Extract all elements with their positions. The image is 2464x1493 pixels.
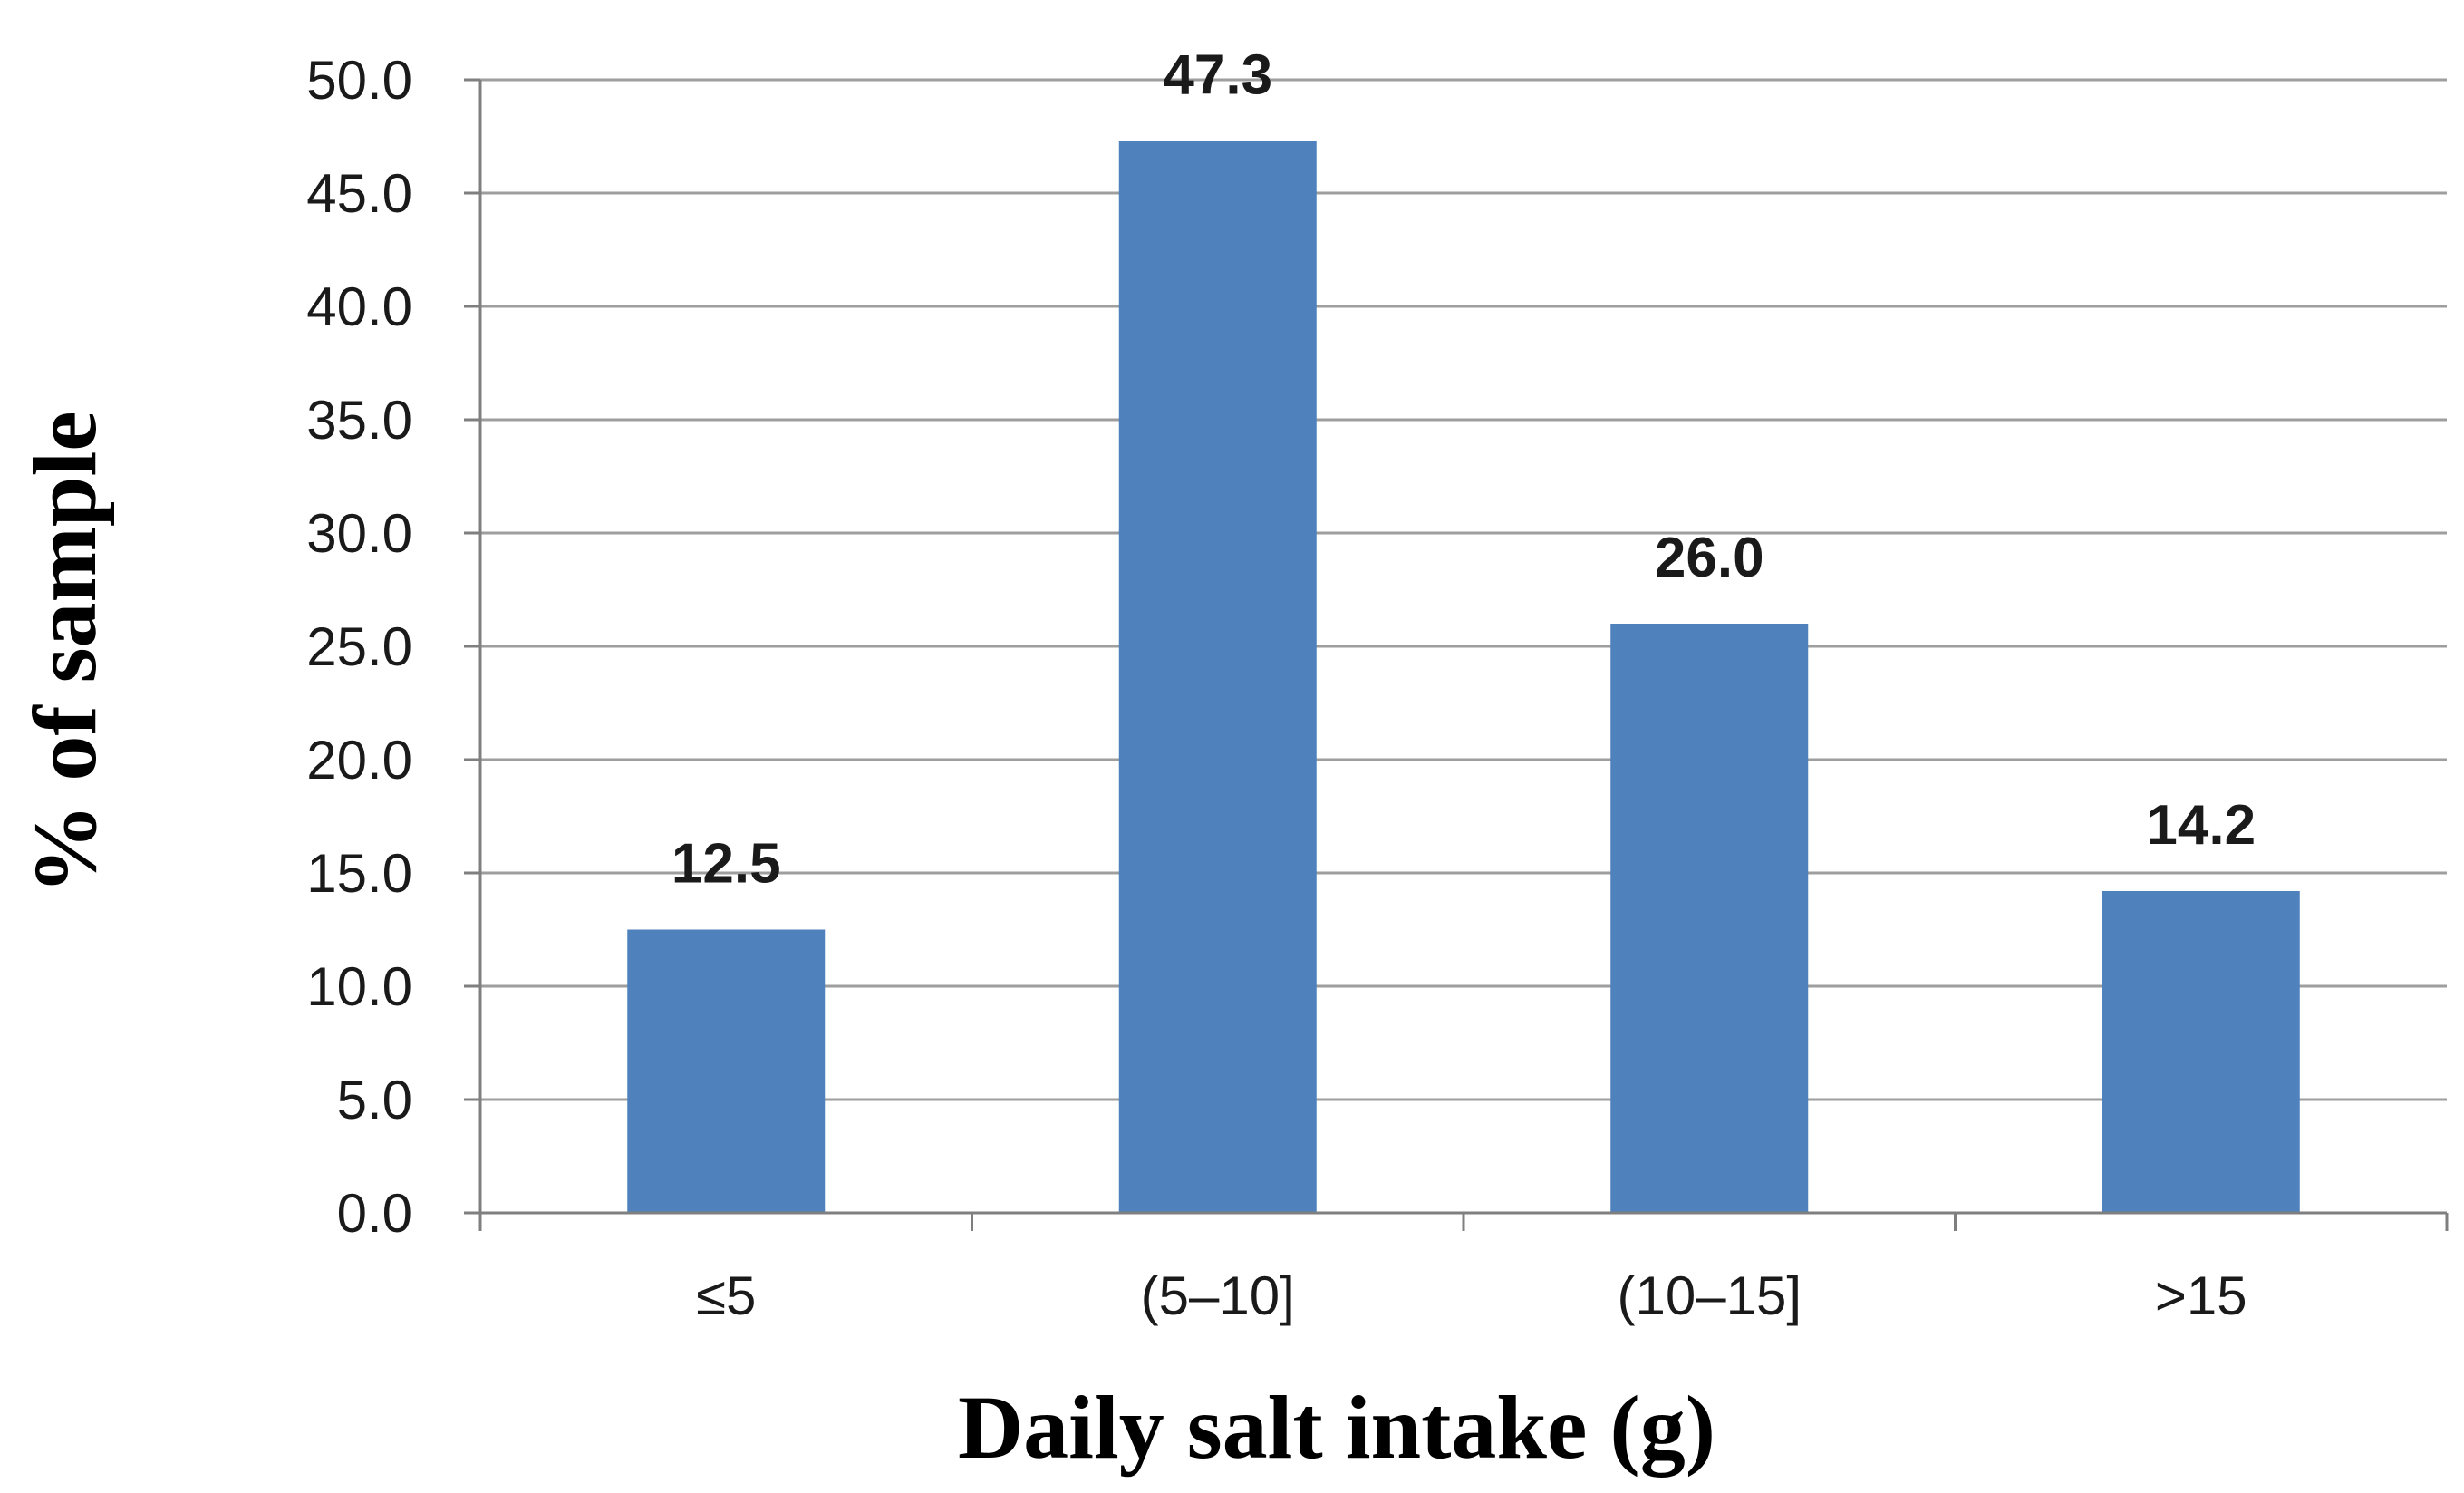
y-tick-label: 25.0 xyxy=(306,616,412,677)
y-tick-label: 10.0 xyxy=(306,956,412,1017)
x-tick-label: >15 xyxy=(2155,1265,2247,1326)
y-tick-label: 30.0 xyxy=(306,503,412,564)
y-tick-label: 0.0 xyxy=(337,1183,412,1244)
bar xyxy=(1118,141,1317,1213)
y-tick-label: 20.0 xyxy=(306,730,412,790)
data-label: 14.2 xyxy=(2146,794,2256,857)
data-label: 12.5 xyxy=(672,833,781,896)
bars xyxy=(627,141,2300,1213)
x-axis-ticks: ≤5 (5–10] (10–15] >15 xyxy=(478,1213,2449,1326)
y-axis-title: % of sample xyxy=(14,411,115,894)
y-tick-label: 40.0 xyxy=(306,276,412,337)
x-tick-label: (10–15] xyxy=(1618,1265,1802,1326)
y-tick-label: 45.0 xyxy=(306,163,412,224)
data-label: 47.3 xyxy=(1163,44,1272,107)
x-tick-label: ≤5 xyxy=(696,1265,756,1326)
data-labels: 12.5 47.3 26.0 14.2 xyxy=(672,44,2256,896)
y-tick-label: 5.0 xyxy=(337,1070,412,1130)
bar xyxy=(627,929,826,1213)
y-tick-label: 35.0 xyxy=(306,390,412,451)
y-tick-label: 15.0 xyxy=(306,843,412,904)
bar xyxy=(2102,891,2300,1213)
x-axis-title: Daily salt intake (g) xyxy=(958,1377,1715,1478)
y-tick-label: 50.0 xyxy=(306,50,412,111)
bar xyxy=(1610,624,1809,1213)
y-axis-ticks: 0.0 5.0 10.0 15.0 20.0 25.0 30.0 35.0 40.0 45.0 50… xyxy=(306,50,480,1244)
x-tick-label: (5–10] xyxy=(1141,1265,1295,1326)
data-label: 26.0 xyxy=(1655,527,1764,589)
